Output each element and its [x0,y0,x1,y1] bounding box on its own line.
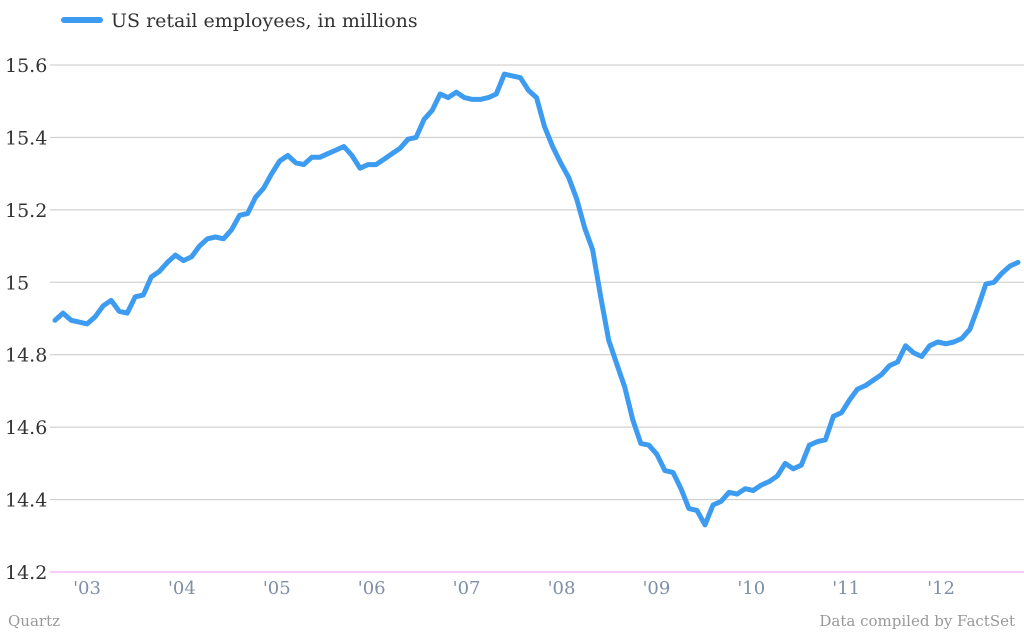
x-tick-label: '03 [73,578,101,599]
y-tick-label: 15 [5,272,29,294]
y-tick-label: 15.4 [5,127,47,149]
y-tick-label: 14.6 [5,417,47,439]
y-tick-label: 15.2 [5,200,47,222]
y-tick-label: 14.4 [5,490,47,512]
source-label: Data compiled by FactSet [819,612,1015,630]
y-axis-ticks: 15.6 15.4 15.2 15 14.8 14.6 14.4 14.2 [5,55,47,584]
x-tick-label: '05 [263,578,291,599]
series-layer [52,71,1021,528]
x-tick-label: '07 [453,578,481,599]
x-tick-label: '10 [737,578,765,599]
y-tick-label: 14.8 [5,345,47,367]
x-axis-ticks: '03 '04 '05 '06 '07 '08 '09 '10 '11 '12 [73,578,955,599]
legend-label: US retail employees, in millions [111,10,418,32]
y-tick-label: 15.6 [5,55,47,77]
series-line [52,71,1021,528]
gridlines [50,64,1024,573]
credit-label: Quartz [8,612,60,630]
x-tick-label: '11 [832,578,860,599]
x-tick-label: '04 [168,578,196,599]
x-tick-label: '12 [927,578,955,599]
x-tick-label: '08 [548,578,576,599]
x-tick-label: '09 [642,578,670,599]
y-tick-label: 14.2 [5,562,47,584]
x-tick-label: '06 [358,578,386,599]
